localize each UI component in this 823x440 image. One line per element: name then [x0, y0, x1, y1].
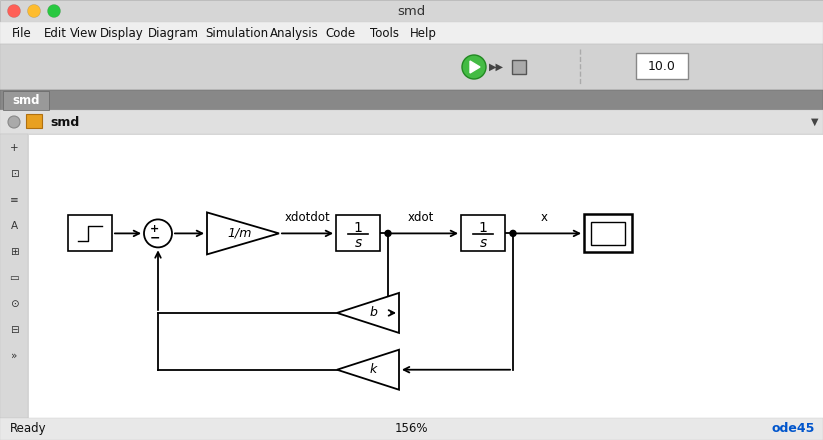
Text: xdot: xdot	[407, 211, 434, 224]
FancyBboxPatch shape	[68, 216, 112, 251]
FancyBboxPatch shape	[584, 214, 632, 253]
Text: ⊡: ⊡	[10, 169, 18, 179]
Text: 1: 1	[478, 221, 487, 235]
Text: Simulation: Simulation	[205, 26, 268, 40]
FancyBboxPatch shape	[26, 114, 42, 128]
Circle shape	[144, 220, 172, 247]
Text: 1: 1	[354, 221, 362, 235]
Text: ⊟: ⊟	[10, 325, 18, 335]
Text: smd: smd	[50, 116, 79, 128]
Polygon shape	[337, 293, 399, 333]
Text: Ready: Ready	[10, 422, 47, 436]
FancyBboxPatch shape	[636, 53, 688, 79]
FancyBboxPatch shape	[461, 216, 505, 251]
FancyBboxPatch shape	[28, 134, 823, 418]
Text: b: b	[369, 306, 377, 319]
Circle shape	[462, 55, 486, 79]
FancyBboxPatch shape	[0, 418, 823, 440]
Text: ode45: ode45	[772, 422, 815, 436]
Text: ▭: ▭	[9, 273, 19, 283]
Text: s: s	[355, 236, 361, 250]
Text: +: +	[151, 224, 160, 235]
Text: Display: Display	[100, 26, 144, 40]
FancyBboxPatch shape	[512, 60, 526, 74]
FancyBboxPatch shape	[0, 22, 823, 44]
FancyBboxPatch shape	[0, 44, 823, 90]
FancyBboxPatch shape	[0, 0, 823, 22]
Text: xdotdot: xdotdot	[285, 211, 330, 224]
Text: +: +	[10, 143, 18, 153]
Text: Code: Code	[325, 26, 356, 40]
Text: A: A	[11, 221, 17, 231]
Text: k: k	[370, 363, 377, 376]
Text: Edit: Edit	[44, 26, 67, 40]
Text: x: x	[541, 211, 548, 224]
Text: 10.0: 10.0	[648, 59, 676, 73]
Text: ≡: ≡	[10, 195, 18, 205]
Text: ⊙: ⊙	[10, 299, 18, 309]
Circle shape	[510, 231, 516, 236]
FancyBboxPatch shape	[0, 134, 28, 418]
FancyBboxPatch shape	[336, 216, 380, 251]
Text: Help: Help	[410, 26, 437, 40]
Polygon shape	[207, 213, 279, 254]
Circle shape	[385, 231, 391, 236]
Circle shape	[8, 116, 20, 128]
Text: ▶▶: ▶▶	[489, 62, 504, 72]
Text: View: View	[70, 26, 98, 40]
Circle shape	[48, 4, 61, 18]
Text: File: File	[12, 26, 32, 40]
Text: 1/m: 1/m	[228, 227, 252, 240]
Text: ⊞: ⊞	[10, 247, 18, 257]
Text: smd: smd	[398, 4, 425, 18]
Text: Diagram: Diagram	[148, 26, 199, 40]
Circle shape	[7, 4, 21, 18]
FancyBboxPatch shape	[0, 110, 823, 134]
FancyBboxPatch shape	[3, 91, 49, 110]
Text: 156%: 156%	[395, 422, 428, 436]
Text: Tools: Tools	[370, 26, 399, 40]
Text: Analysis: Analysis	[270, 26, 319, 40]
FancyBboxPatch shape	[591, 222, 625, 245]
Polygon shape	[337, 350, 399, 390]
Text: s: s	[479, 236, 486, 250]
FancyBboxPatch shape	[0, 90, 823, 110]
Text: smd: smd	[12, 94, 40, 106]
Text: −: −	[150, 232, 160, 245]
Circle shape	[27, 4, 40, 18]
Text: »: »	[11, 351, 17, 361]
Text: ▼: ▼	[811, 117, 819, 127]
Polygon shape	[470, 61, 480, 73]
